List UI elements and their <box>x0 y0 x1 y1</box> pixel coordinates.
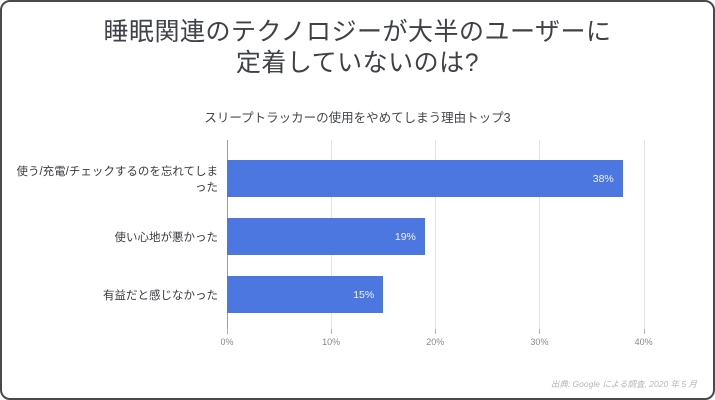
gridline <box>643 140 645 329</box>
x-axis-tick-label: 0% <box>220 337 234 347</box>
bar: 15% <box>227 276 384 313</box>
bar-value-label: 15% <box>353 288 375 301</box>
category-label: 使う/充電/チェックするのを忘れてしまった <box>16 165 218 194</box>
chart-title: スリープトラッカーの使用をやめてしまう理由トップ3 <box>204 111 511 125</box>
chart-plot-area: 38% 19% 15% <box>227 140 654 329</box>
x-axis-tick-label: 30% <box>530 337 549 347</box>
bar-value-label: 19% <box>394 230 416 243</box>
x-axis-tick-label: 10% <box>322 337 341 347</box>
x-axis: 0% 10% 20% 30% 40% <box>220 329 654 353</box>
bar: 38% <box>227 160 623 197</box>
page-title: 睡眠関連のテクノロジーが大半のユーザーに 定着していないのは? <box>2 17 713 79</box>
source-note: 出典: Google による調査, 2020 年 5 月 <box>550 379 697 389</box>
bar-value-label: 38% <box>592 172 614 185</box>
x-axis-tick <box>331 329 333 334</box>
x-axis-tick <box>643 329 645 334</box>
category-label: 有益だと感じなかった <box>103 289 218 302</box>
gridline <box>435 140 437 329</box>
page-title-line-1: 睡眠関連のテクノロジーが大半のユーザーに <box>103 18 612 46</box>
x-axis-tick-label: 40% <box>634 337 653 347</box>
gridline <box>539 140 541 329</box>
x-axis-tick <box>435 329 437 334</box>
x-axis-tick-label: 20% <box>426 337 445 347</box>
x-axis-tick <box>539 329 541 334</box>
bar: 19% <box>227 218 425 255</box>
page-title-line-2: 定着していないのは? <box>235 49 480 77</box>
x-axis-tick <box>227 329 228 334</box>
category-label: 使い心地が悪かった <box>114 231 219 244</box>
